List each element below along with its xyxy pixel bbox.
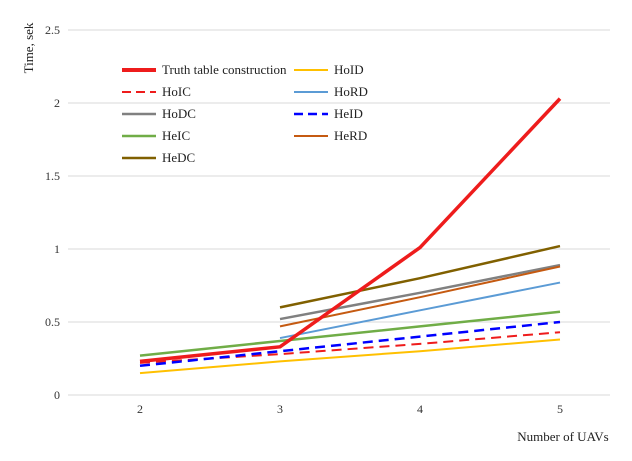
legend-label: HeDC	[162, 150, 195, 165]
y-tick-label: 1.5	[45, 169, 60, 183]
legend: Truth table construction HoID HoIC HoRD HoDC…	[122, 62, 368, 165]
legend-label: HeIC	[162, 128, 190, 143]
y-tick-label: 1	[54, 242, 60, 256]
x-tick-label: 5	[557, 402, 563, 416]
y-axis-label: Time, sek	[21, 22, 36, 73]
x-tick-label: 4	[417, 402, 423, 416]
legend-label: HoID	[334, 62, 364, 77]
legend-label: HoDC	[162, 106, 196, 121]
series-line-hoid	[139, 338, 561, 375]
series-line-hoic	[139, 331, 561, 364]
x-tick-label: 3	[277, 402, 283, 416]
series-line-hedc	[279, 244, 561, 309]
series-line-truth-table-construction	[139, 97, 562, 364]
grid-lines	[68, 29, 610, 396]
series-line-herd	[279, 265, 561, 328]
y-tick-label: 0.5	[45, 315, 60, 329]
legend-label: HeID	[334, 106, 363, 121]
legend-label: HoIC	[162, 84, 191, 99]
series-line-heic	[139, 310, 561, 357]
x-tick-labels: 2 3 4 5	[137, 402, 563, 416]
series-line-hodc	[279, 263, 561, 321]
y-tick-label: 2.5	[45, 23, 60, 37]
y-tick-label: 2	[54, 96, 60, 110]
series-lines	[139, 97, 562, 375]
x-tick-label: 2	[137, 402, 143, 416]
y-tick-labels: 0 0.5 1 1.5 2 2.5	[45, 23, 60, 402]
legend-label: Truth table construction	[162, 62, 287, 77]
legend-label: HeRD	[334, 128, 367, 143]
series-line-heid	[139, 320, 561, 368]
series-line-hord	[279, 281, 561, 340]
x-axis-label: Number of UAVs	[517, 429, 608, 444]
legend-label: HoRD	[334, 84, 368, 99]
y-tick-label: 0	[54, 388, 60, 402]
